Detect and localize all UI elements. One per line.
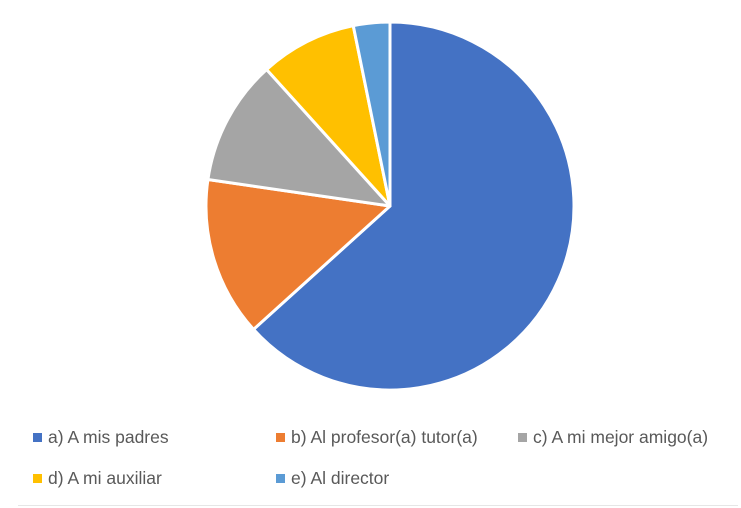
legend-swatch-d [33, 474, 42, 483]
legend-swatch-a [33, 433, 42, 442]
legend-item-d: d) A mi auxiliar [33, 468, 162, 489]
legend-label-d: d) A mi auxiliar [48, 468, 162, 488]
legend-item-a: a) A mis padres [33, 427, 169, 448]
legend-label-c: c) A mi mejor amigo(a) [533, 427, 709, 447]
legend-label-b: b) Al profesor(a) tutor(a) [291, 427, 478, 447]
pie-plot-area [204, 20, 576, 392]
pie-slice-d [265, 24, 392, 208]
legend-swatch-e [276, 474, 285, 483]
legend-label-e: e) Al director [291, 468, 390, 488]
pie-slice-b [204, 178, 392, 331]
legend-item-b: b) Al profesor(a) tutor(a) [276, 427, 478, 448]
legend-item-c: c) A mi mejor amigo(a) [518, 427, 708, 448]
pie-slice-c [206, 68, 392, 208]
bottom-divider [18, 505, 738, 506]
pie-slice-e [351, 20, 392, 208]
legend-swatch-c [518, 433, 527, 442]
legend-item-e: e) Al director [276, 468, 389, 489]
pie-slice-a [252, 20, 576, 392]
legend-swatch-b [276, 433, 285, 442]
legend-label-a: a) A mis padres [48, 427, 169, 447]
